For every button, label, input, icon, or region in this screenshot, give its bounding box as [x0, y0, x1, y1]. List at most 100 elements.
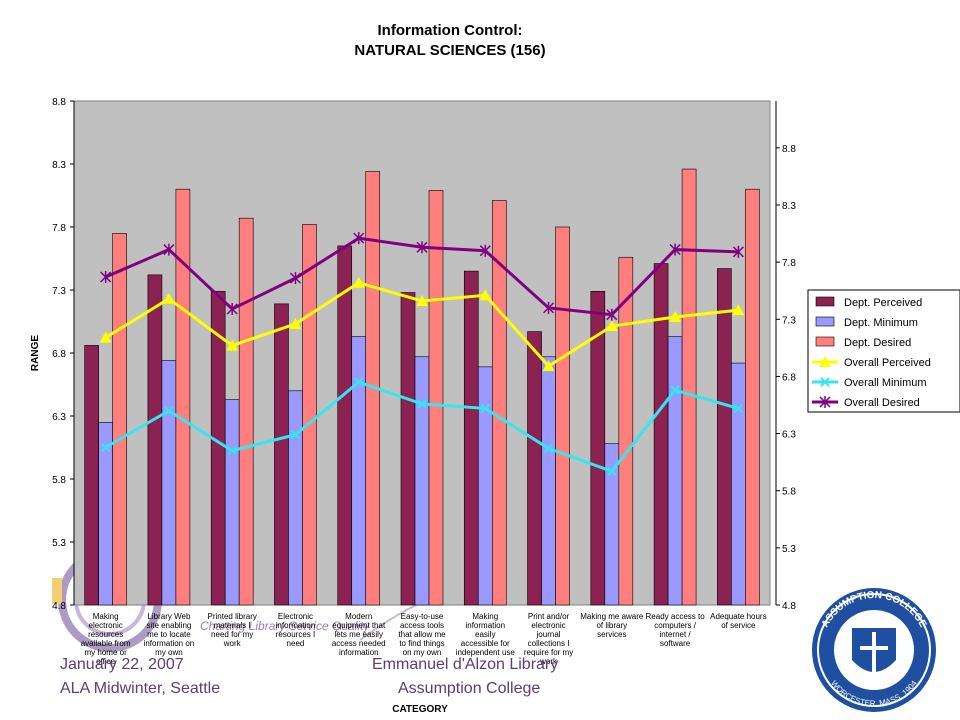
y-tick-label: 5.3 [52, 538, 66, 549]
point-overall-minimum [100, 442, 111, 452]
y-tick-label: 8.3 [52, 160, 66, 171]
y-axis-label: RANGE [30, 335, 41, 371]
point-overall-perceived [542, 360, 555, 372]
bar-dept-minimum [98, 421, 113, 606]
category-label: Making electronic resources available from m… [81, 612, 131, 666]
bar-dept-desired [681, 168, 697, 606]
footer-presenter: Emmanuel d'Alzon Library [372, 656, 559, 673]
footer-event: ALA Midwinter, Seattle [60, 680, 221, 697]
bar-dept-desired [238, 217, 254, 606]
point-overall-minimum [290, 430, 301, 440]
category-label: Making me aware of library services [580, 612, 644, 639]
point-overall-desired [289, 272, 301, 285]
point-overall-perceived [732, 304, 745, 316]
bar-dept-minimum [731, 362, 746, 606]
legend-swatch-dept-perceived [815, 296, 835, 307]
bar-dept-minimum [541, 356, 556, 606]
college-seal-icon: ASSUMPTION COLLEGE WORCESTER, MASS. 1904 [812, 588, 936, 712]
bar-dept-minimum [667, 336, 683, 606]
bar-dept-perceived [463, 270, 479, 606]
bar-dept-minimum [414, 356, 430, 606]
bar-dept-desired [491, 200, 507, 606]
y-tick-label: 7.8 [52, 223, 66, 234]
bar-dept-perceived [84, 345, 99, 606]
category-label: Easy-to-use access tools that allow me to f… [398, 612, 446, 657]
bar-dept-perceived [717, 268, 732, 606]
category-label: Making information easily accessible for ind… [456, 612, 516, 657]
legend-box [807, 289, 960, 413]
point-overall-perceived [479, 289, 492, 301]
point-overall-desired [226, 303, 238, 315]
legend-swatch-dept-minimum [815, 316, 835, 327]
point-overall-minimum [354, 377, 364, 387]
bar-dept-desired [618, 256, 634, 606]
point-overall-desired [353, 232, 365, 245]
point-overall-minimum [543, 443, 554, 454]
legend-marker-overall-desired [819, 396, 831, 408]
bar-dept-desired [112, 233, 127, 606]
y2-tick-label: 6.8 [782, 372, 796, 383]
y2-tick-label: 7.3 [782, 315, 796, 326]
point-overall-perceived [352, 276, 365, 288]
point-overall-minimum [480, 403, 490, 414]
point-overall-perceived [99, 331, 112, 343]
point-overall-minimum [164, 406, 174, 416]
point-overall-minimum [227, 446, 237, 456]
bar-dept-perceived [400, 292, 416, 606]
category-label: Ready access to computers / internet / soft… [646, 612, 706, 648]
point-overall-perceived [416, 295, 428, 306]
legend-label-overall-perceived: Overall Perceived [844, 357, 931, 369]
y2-tick-label: 4.8 [782, 601, 796, 612]
chart-subtitle: NATURAL SCIENCES (156) [354, 42, 546, 59]
category-label: Adequate hours of service [710, 612, 767, 630]
bar-dept-minimum [351, 336, 367, 606]
y-tick-label: 8.8 [52, 97, 66, 108]
legend-label-dept-minimum: Dept. Minimum [844, 317, 918, 329]
legend-label-overall-desired: Overall Desired [844, 397, 920, 409]
bar-dept-minimum [477, 366, 493, 606]
footer-date: January 22, 2007 [60, 656, 184, 673]
category-label: Modern equipment that lets me easily access… [332, 612, 386, 657]
point-overall-desired [416, 241, 428, 254]
point-overall-desired [100, 271, 112, 283]
y2-tick-label: 5.3 [782, 544, 796, 555]
y2-tick-label: 6.3 [782, 430, 796, 441]
bar-dept-perceived [337, 245, 353, 606]
y-tick-label: 7.3 [52, 286, 66, 297]
bar-dept-desired [302, 224, 317, 606]
y2-tick-label: 5.8 [782, 487, 796, 498]
y-tick-label: 4.8 [52, 601, 66, 612]
bar-dept-perceived [653, 263, 669, 606]
bar-dept-perceived [274, 303, 289, 606]
x-axis-label: CATEGORY [392, 704, 448, 715]
point-overall-desired [543, 301, 555, 314]
banner-text: Charting Library Service Quality [200, 619, 370, 633]
y-tick-label: 6.3 [52, 412, 66, 423]
point-overall-desired [732, 245, 744, 258]
legend-label-dept-perceived: Dept. Perceived [844, 297, 922, 309]
y2-tick-label: 8.3 [782, 201, 796, 212]
legend-label-overall-minimum: Overall Minimum [844, 377, 927, 389]
point-overall-perceived [226, 339, 239, 351]
legend-label-dept-desired: Dept. Desired [844, 337, 911, 349]
category-label: Library Web site enabling me to locate info… [144, 612, 195, 657]
point-overall-minimum [670, 385, 680, 395]
point-overall-minimum [417, 399, 427, 409]
point-overall-perceived [605, 320, 618, 332]
bar-dept-minimum [224, 399, 240, 606]
legend-swatch-dept-desired [815, 336, 835, 347]
bar-dept-minimum [604, 443, 620, 606]
bar-dept-minimum [161, 360, 177, 606]
point-overall-desired [163, 243, 175, 256]
point-overall-perceived [162, 292, 175, 304]
y2-tick-label: 8.8 [782, 144, 796, 155]
bar-dept-perceived [147, 274, 163, 606]
bar-dept-minimum [288, 390, 303, 606]
point-overall-perceived [289, 317, 302, 329]
point-overall-minimum [607, 466, 617, 476]
y-tick-label: 5.8 [52, 475, 66, 486]
